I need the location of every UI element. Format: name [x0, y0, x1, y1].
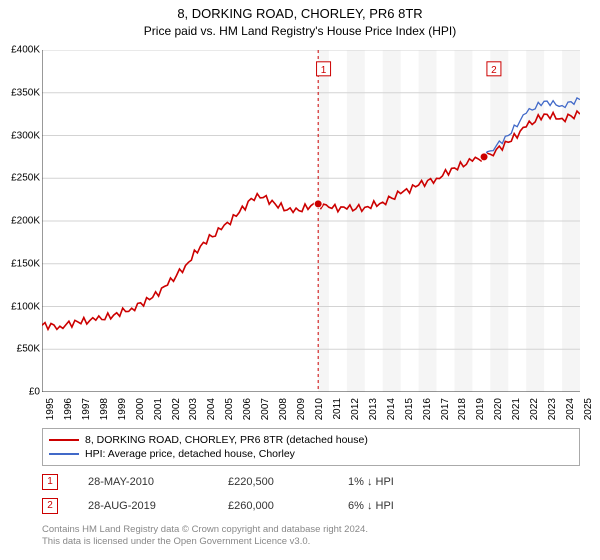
y-tick-label: £50K — [0, 344, 40, 355]
transaction-delta: 6% ↓ HPI — [348, 500, 394, 512]
transaction-price: £220,500 — [228, 476, 318, 488]
transaction-marker: 1 — [42, 474, 58, 490]
transaction-row: 1 28-MAY-2010 £220,500 1% ↓ HPI — [42, 474, 580, 490]
footer: Contains HM Land Registry data © Crown c… — [42, 524, 580, 549]
y-tick-label: £0 — [0, 387, 40, 398]
legend-item: HPI: Average price, detached house, Chor… — [49, 447, 573, 461]
legend-label: HPI: Average price, detached house, Chor… — [85, 448, 295, 460]
y-tick-label: £400K — [0, 45, 40, 56]
legend-item: 8, DORKING ROAD, CHORLEY, PR6 8TR (detac… — [49, 433, 573, 447]
chart: 12 £0£50K£100K£150K£200K£250K£300K£350K£… — [42, 50, 580, 392]
legend-label: 8, DORKING ROAD, CHORLEY, PR6 8TR (detac… — [85, 434, 368, 446]
svg-text:1: 1 — [321, 65, 327, 76]
y-tick-label: £150K — [0, 258, 40, 269]
transaction-row: 2 28-AUG-2019 £260,000 6% ↓ HPI — [42, 498, 580, 514]
transaction-date: 28-AUG-2019 — [88, 500, 198, 512]
transactions: 1 28-MAY-2010 £220,500 1% ↓ HPI 2 28-AUG-2019… — [0, 474, 600, 514]
plot-svg: 12 — [42, 50, 580, 392]
legend-swatch — [49, 453, 79, 455]
y-tick-label: £300K — [0, 130, 40, 141]
footer-line-2: This data is licensed under the Open Gov… — [42, 536, 580, 548]
footer-line-1: Contains HM Land Registry data © Crown c… — [42, 524, 580, 536]
y-tick-label: £200K — [0, 216, 40, 227]
subtitle: Price paid vs. HM Land Registry's House … — [0, 24, 600, 38]
legend-swatch — [49, 439, 79, 441]
title: 8, DORKING ROAD, CHORLEY, PR6 8TR — [0, 6, 600, 21]
legend: 8, DORKING ROAD, CHORLEY, PR6 8TR (detac… — [42, 428, 580, 466]
y-tick-label: £250K — [0, 173, 40, 184]
transaction-marker: 2 — [42, 498, 58, 514]
y-tick-label: £350K — [0, 87, 40, 98]
transaction-price: £260,000 — [228, 500, 318, 512]
svg-text:2: 2 — [491, 65, 497, 76]
y-tick-label: £100K — [0, 301, 40, 312]
transaction-delta: 1% ↓ HPI — [348, 476, 394, 488]
transaction-date: 28-MAY-2010 — [88, 476, 198, 488]
